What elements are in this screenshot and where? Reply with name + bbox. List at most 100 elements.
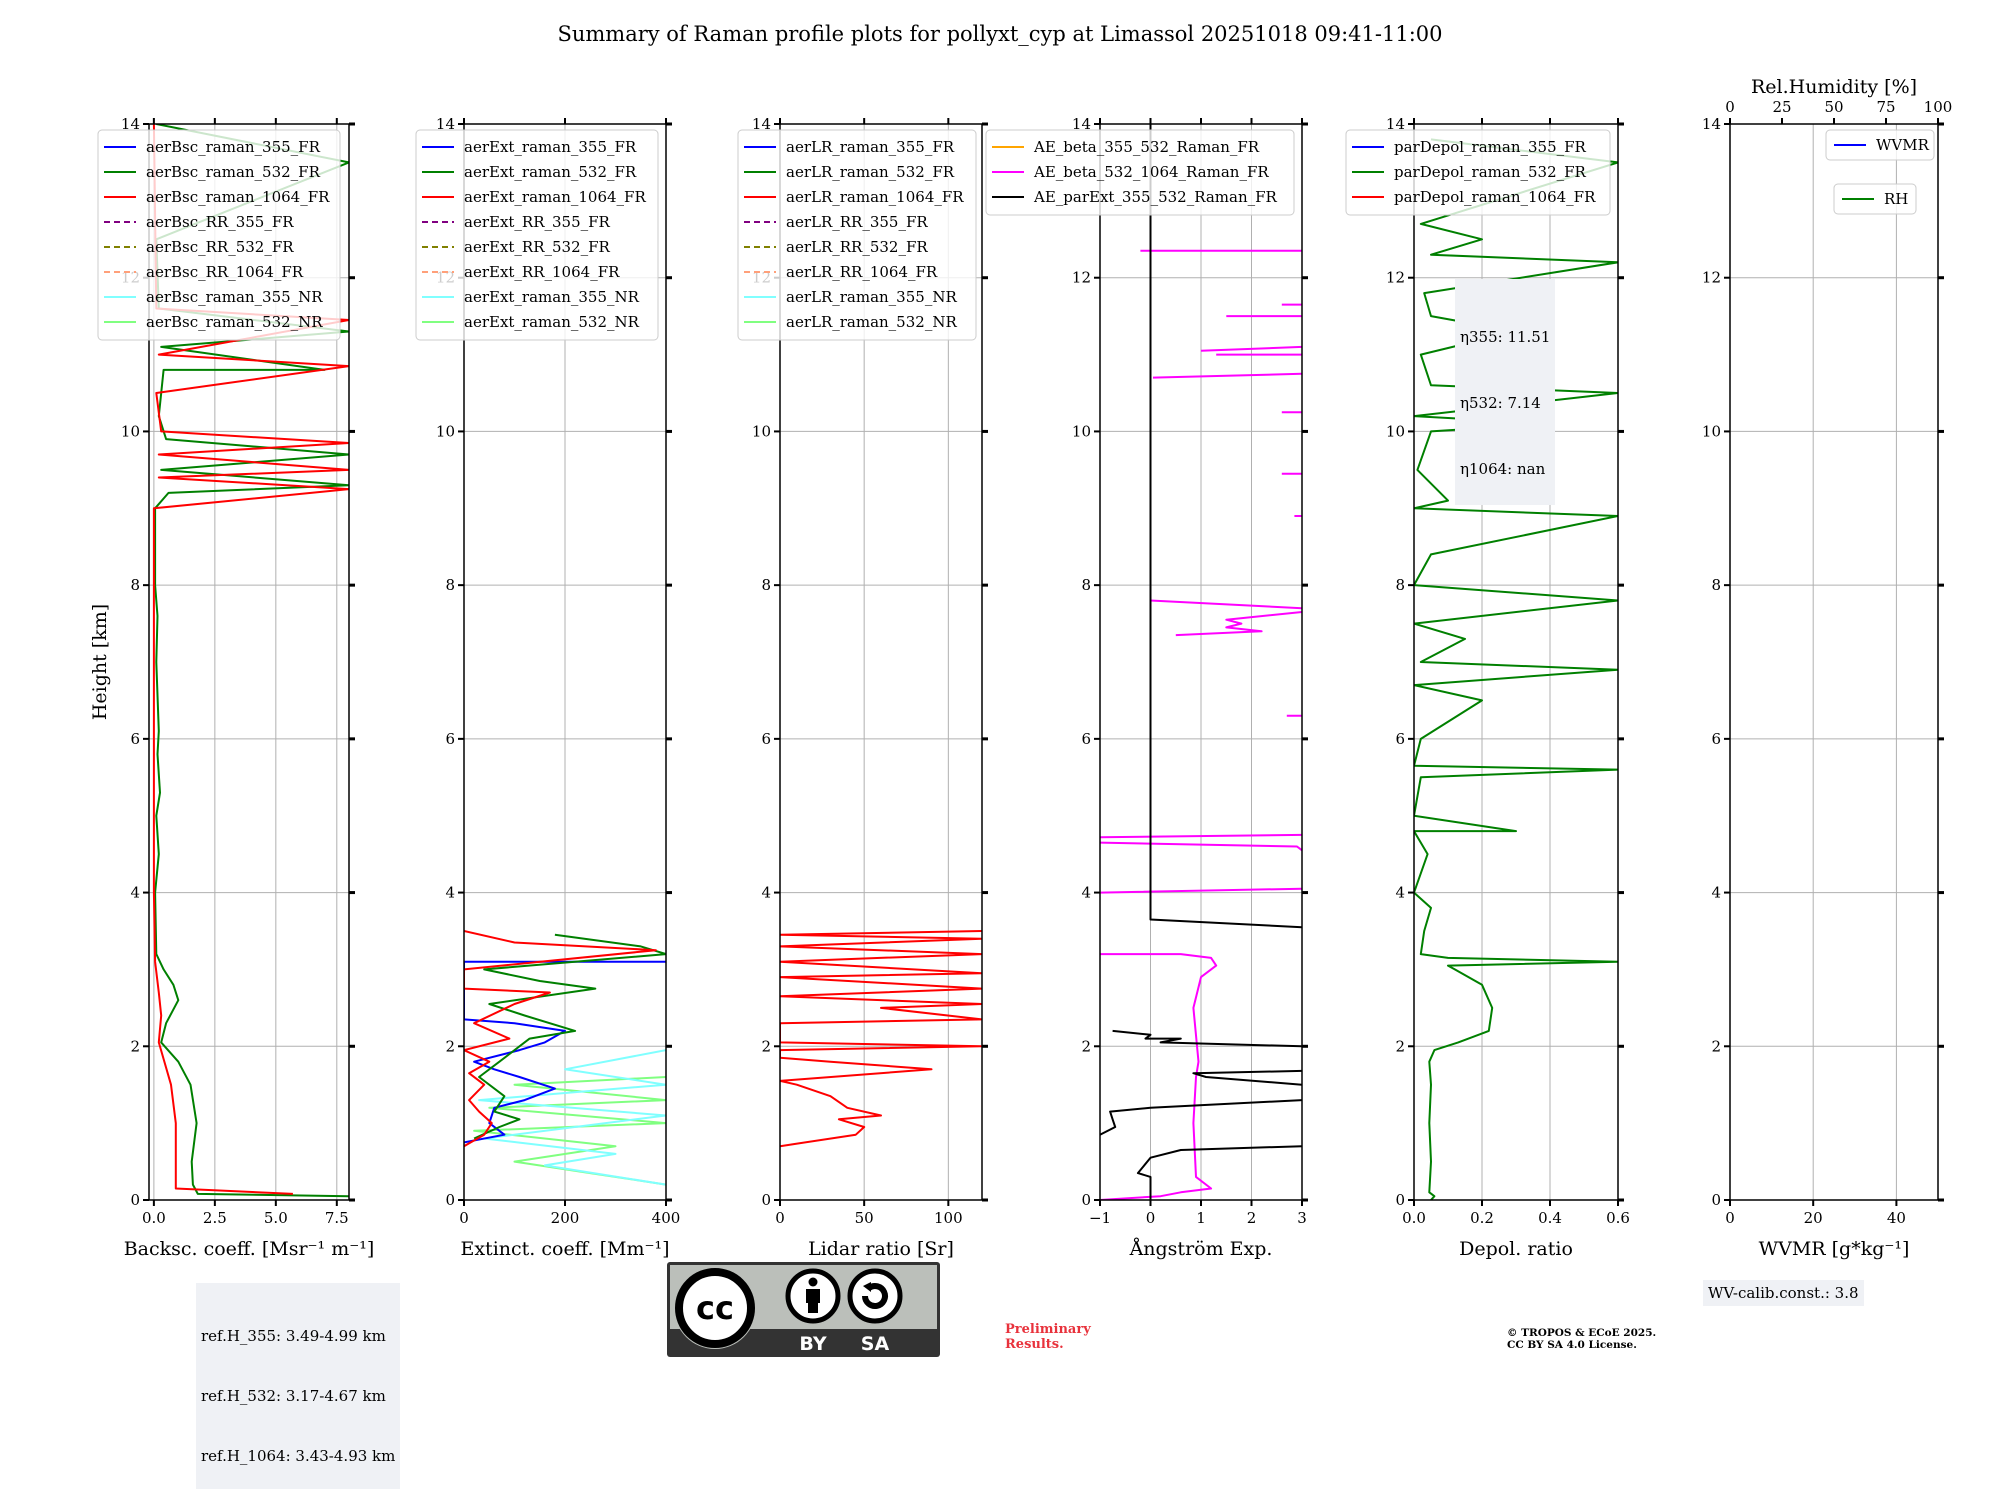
- y-tick-label: 2: [761, 1037, 771, 1055]
- y-tick-label: 2: [1081, 1037, 1091, 1055]
- legend-label: aerLR_raman_532_FR: [786, 163, 955, 181]
- y-tick-label: 8: [445, 576, 455, 594]
- series-AE_beta_532_1064_Raman_FR: [1100, 249, 1302, 1200]
- legend-label: parDepol_raman_355_FR: [1394, 138, 1587, 156]
- y-tick-label: 6: [1395, 730, 1405, 748]
- legend-label: aerBsc_raman_1064_FR: [146, 188, 330, 206]
- x-tick-label: 100: [934, 1209, 963, 1227]
- series-parDepol_raman_532_FR: [1414, 138, 1618, 1200]
- x-tick-label: 0: [459, 1209, 469, 1227]
- y-tick-label: 14: [121, 115, 140, 133]
- series-aerExt_raman_355_NR: [478, 1049, 666, 1186]
- x-tick-label: 0: [775, 1209, 785, 1227]
- y-tick-label: 6: [761, 730, 771, 748]
- copyright-note: © TROPOS & ECoE 2025. CC BY SA 4.0 Licen…: [1507, 1327, 1657, 1351]
- legend-label: aerExt_raman_355_NR: [464, 288, 640, 306]
- legend-box: [985, 129, 1295, 216]
- legend-label: aerBsc_raman_355_NR: [146, 288, 323, 306]
- legend: aerLR_raman_355_FR aerLR_raman_532_FR aerL…: [737, 129, 977, 341]
- ref-height-box: ref.H_355: 3.49-4.99 km ref.H_532: 3.17-…: [196, 1283, 401, 1489]
- legend-label: AE_beta_355_532_Raman_FR: [1033, 138, 1260, 156]
- axes-frame: [148, 123, 350, 1201]
- legend-label: aerExt_raman_1064_FR: [464, 188, 646, 206]
- eta-532: η532: 7.14: [1460, 394, 1541, 412]
- eta-355: η355: 11.51: [1460, 328, 1551, 346]
- y-tick-label: 6: [445, 730, 455, 748]
- ref-height-1064: ref.H_1064: 3.43-4.93 km: [201, 1447, 396, 1465]
- x-tick-label: 0: [1725, 1209, 1735, 1227]
- panel-bsc: 0.02.55.07.502468101214Backsc. coeff. [M…: [89, 115, 374, 1260]
- x-tick-label: −1: [1089, 1209, 1111, 1227]
- legend-box: [1345, 129, 1611, 216]
- x-tick-label: 0.6: [1606, 1209, 1630, 1227]
- legend-label: parDepol_raman_1064_FR: [1394, 188, 1596, 206]
- legend-label: WVMR: [1876, 136, 1930, 154]
- share-alike-icon: [847, 1268, 903, 1324]
- x-axis-label: Depol. ratio: [1459, 1238, 1573, 1260]
- axes-frame: [1413, 123, 1619, 1201]
- legend-label: aerBsc_RR_1064_FR: [146, 263, 304, 281]
- eta-box: η355: 11.51 η532: 7.14 η1064: nan: [1455, 279, 1556, 505]
- legend-label: AE_beta_532_1064_Raman_FR: [1033, 163, 1269, 181]
- x-axis-label: Ångström Exp.: [1129, 1238, 1273, 1260]
- legend-label: aerLR_raman_355_NR: [786, 288, 957, 306]
- y-tick-label: 10: [1702, 422, 1721, 440]
- figure: 0.02.55.07.502468101214Backsc. coeff. [M…: [89, 76, 1952, 1260]
- x-axis-label: Extinct. coeff. [Mm⁻¹]: [460, 1238, 669, 1260]
- y-tick-label: 4: [1081, 884, 1091, 902]
- y-tick-label: 12: [1702, 269, 1721, 287]
- legend-label: aerLR_RR_1064_FR: [786, 263, 938, 281]
- x-axis-label: Backsc. coeff. [Msr⁻¹ m⁻¹]: [124, 1238, 375, 1260]
- y-tick-label: 6: [1711, 730, 1721, 748]
- x-tick-label: 2: [1247, 1209, 1257, 1227]
- legend: aerBsc_raman_355_FR aerBsc_raman_532_FRae…: [97, 129, 341, 341]
- ref-height-355: ref.H_355: 3.49-4.99 km: [201, 1327, 386, 1345]
- top-x-tick-label: 25: [1772, 98, 1791, 116]
- top-x-tick-label: 100: [1924, 98, 1953, 116]
- legend-label: aerLR_RR_532_FR: [786, 238, 928, 256]
- top-x-tick-label: 50: [1824, 98, 1843, 116]
- y-tick-label: 14: [1702, 115, 1721, 133]
- series-group: [1100, 124, 1302, 1200]
- y-tick-label: 14: [752, 115, 771, 133]
- svg-text:cc: cc: [696, 1289, 734, 1327]
- svg-text:BY: BY: [799, 1333, 826, 1355]
- top-x-tick-label: 0: [1725, 98, 1735, 116]
- legend-box: [1825, 129, 1935, 161]
- y-tick-label: 4: [1711, 884, 1721, 902]
- y-tick-label: 0: [1711, 1191, 1721, 1209]
- y-tick-label: 12: [1072, 269, 1091, 287]
- x-tick-label: 40: [1887, 1209, 1906, 1227]
- series-aerLR_raman_1064_FR: [780, 930, 982, 1148]
- legend-box: [737, 129, 977, 341]
- y-tick-label: 10: [121, 422, 140, 440]
- y-tick-label: 4: [761, 884, 771, 902]
- y-tick-label: 14: [1386, 115, 1405, 133]
- y-tick-label: 0: [130, 1191, 140, 1209]
- y-tick-label: 8: [1081, 576, 1091, 594]
- x-tick-label: 2.5: [203, 1209, 227, 1227]
- legend-label: AE_parExt_355_532_Raman_FR: [1033, 188, 1278, 206]
- x-tick-label: 400: [652, 1209, 681, 1227]
- legend-label: aerBsc_raman_355_FR: [146, 138, 321, 156]
- x-tick-label: 0.0: [1402, 1209, 1426, 1227]
- legend: AE_beta_355_532_Raman_FR AE_beta_532_1064…: [985, 129, 1295, 216]
- legend: aerExt_raman_355_FR aerExt_raman_532_FRae…: [415, 129, 659, 341]
- svg-text:SA: SA: [861, 1333, 890, 1355]
- axes-frame: [1729, 123, 1939, 1201]
- y-tick-label: 0: [1395, 1191, 1405, 1209]
- y-tick-label: 0: [761, 1191, 771, 1209]
- x-tick-label: 1: [1196, 1209, 1206, 1227]
- y-tick-label: 0: [1081, 1191, 1091, 1209]
- x-tick-label: 200: [551, 1209, 580, 1227]
- series-AE_parExt_355_532_Raman_FR: [1100, 124, 1302, 1200]
- x-tick-label: 20: [1804, 1209, 1823, 1227]
- x-tick-label: 0: [1146, 1209, 1156, 1227]
- legend-RH: RH: [1833, 183, 1917, 215]
- legend: parDepol_raman_355_FR parDepol_raman_532_…: [1345, 129, 1611, 216]
- ref-height-532: ref.H_532: 3.17-4.67 km: [201, 1387, 386, 1405]
- y-tick-label: 2: [130, 1037, 140, 1055]
- legend-label: aerExt_RR_1064_FR: [464, 263, 620, 281]
- x-tick-label: 50: [855, 1209, 874, 1227]
- panel-wvmr: 0 20 40 0 2 4 6 8 10 12 14 WVMR [g*kg⁻¹] 0 25 50 75 100 R…: [1702, 76, 1952, 1260]
